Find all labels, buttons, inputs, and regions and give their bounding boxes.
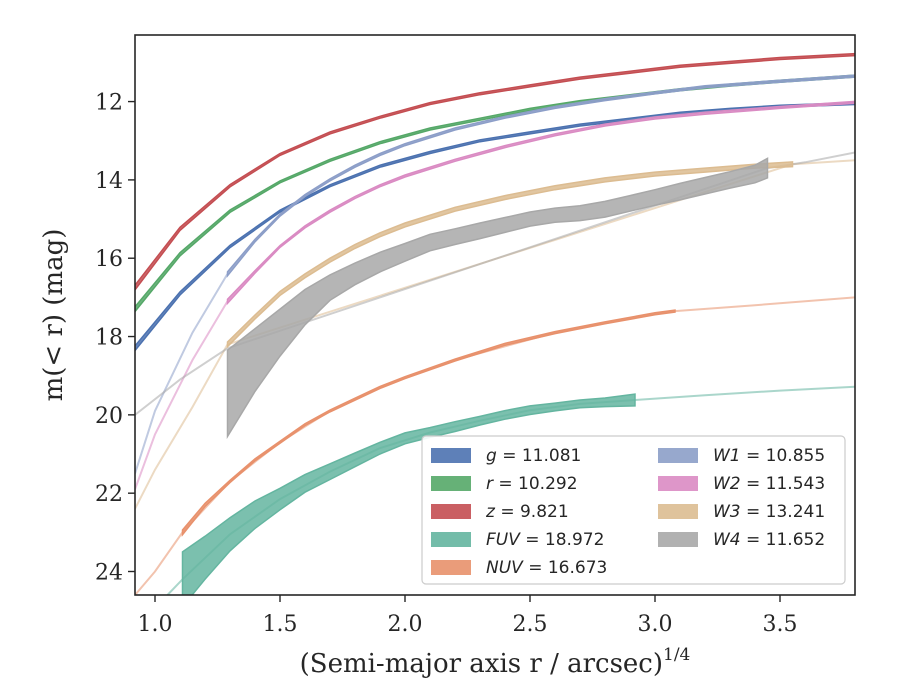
legend-swatch — [658, 448, 698, 463]
legend-box — [421, 435, 846, 585]
legend-band-name: W4 — [713, 530, 741, 550]
legend-value: = 11.543 — [741, 474, 826, 494]
x-tick-label: 1.5 — [263, 612, 298, 637]
legend-swatch — [431, 504, 471, 519]
legend-label: W2 = 11.543 — [713, 474, 825, 494]
x-axis-ticks: 1.0 1.5 2.0 2.5 3.0 3.5 — [138, 595, 798, 637]
axes-frame — [134, 34, 856, 596]
legend-band-name: z — [485, 502, 496, 522]
legend-label: FUV = 18.972 — [486, 530, 604, 550]
legend-entry-w3: W3 = 13.241 — [658, 502, 825, 522]
y-tick-label: 22 — [95, 482, 123, 507]
legend-entry-w1: W1 = 10.855 — [658, 446, 825, 466]
legend-entry-r: r = 10.292 — [431, 474, 578, 494]
legend-band-name: FUV — [486, 530, 521, 550]
series-z-band — [135, 52, 855, 292]
x-axis-label-exponent: 1/4 — [663, 645, 690, 665]
y-tick-label: 14 — [95, 169, 123, 194]
series-g-band — [135, 101, 855, 352]
series-w4-band — [226, 157, 769, 440]
legend-band-name: W2 — [713, 474, 741, 494]
x-axis-label-text: (Semi-major axis r / arcsec) — [300, 649, 663, 679]
legend-band-name: g — [486, 446, 497, 466]
series-nuv-band — [181, 309, 676, 537]
series-w1-band — [226, 74, 855, 278]
legend-band-name: r — [486, 474, 494, 494]
legend-value: = 9.821 — [495, 502, 569, 522]
legend-entry-g: g = 11.081 — [431, 446, 581, 466]
legend-entry-fuv: FUV = 18.972 — [431, 530, 604, 550]
plot-area — [135, 52, 855, 595]
y-tick-label: 18 — [95, 326, 123, 351]
legend-entry-w2: W2 = 11.543 — [658, 474, 825, 494]
legend-band-name: W3 — [713, 502, 741, 522]
y-tick-label: 16 — [95, 247, 123, 272]
x-tick-label: 1.0 — [138, 612, 173, 637]
series-w3-band — [226, 161, 794, 349]
legend-value: = 11.081 — [497, 446, 582, 466]
legend-value: = 16.673 — [523, 558, 608, 578]
legend-swatch — [431, 476, 471, 491]
legend-value: = 10.292 — [493, 474, 578, 494]
y-axis-ticks: 12 14 16 18 20 22 24 — [95, 91, 135, 586]
legend-swatch — [658, 532, 698, 547]
series-w2-band — [226, 100, 855, 306]
legend-label: W1 = 10.855 — [713, 446, 825, 466]
legend-value: = 18.972 — [520, 530, 605, 550]
y-tick-label: 24 — [95, 561, 123, 586]
legend-swatch — [431, 560, 471, 575]
x-tick-label: 2.5 — [513, 612, 548, 637]
x-tick-label: 3.0 — [638, 612, 673, 637]
legend-value: = 13.241 — [741, 502, 826, 522]
legend-label: g = 11.081 — [486, 446, 581, 466]
series-fuv-band — [181, 393, 636, 595]
series-w1-extrapolation — [135, 273, 229, 474]
y-tick-label: 20 — [95, 404, 123, 429]
legend-label: W4 = 11.652 — [713, 530, 825, 550]
x-tick-label: 3.5 — [763, 612, 798, 637]
legend-band-name: NUV — [486, 558, 524, 578]
legend-swatch — [431, 532, 471, 547]
legend-label: z = 9.821 — [485, 502, 569, 522]
legend-value: = 10.855 — [741, 446, 826, 466]
series-w4-extrapolation — [135, 151, 855, 416]
legend-swatch — [658, 476, 698, 491]
legend-entry-nuv: NUV = 16.673 — [431, 558, 607, 578]
legend-band-name: W1 — [713, 446, 741, 466]
y-tick-label: 12 — [95, 91, 123, 116]
x-axis-label: (Semi-major axis r / arcsec)1/4 — [300, 645, 691, 679]
legend-swatch — [431, 448, 471, 463]
series-r-band — [135, 74, 855, 313]
legend-value: = 11.652 — [741, 530, 826, 550]
legend-label: r = 10.292 — [486, 474, 578, 494]
legend-entry-w4: W4 = 11.652 — [658, 530, 825, 550]
y-axis-label: m(< r) (mag) — [39, 229, 69, 402]
legend-label: NUV = 16.673 — [486, 558, 607, 578]
legend-swatch — [658, 504, 698, 519]
legend-label: W3 = 13.241 — [713, 502, 825, 522]
series-w2-extrapolation — [135, 300, 229, 490]
legend-entry-z: z = 9.821 — [431, 502, 569, 522]
x-tick-label: 2.0 — [388, 612, 423, 637]
